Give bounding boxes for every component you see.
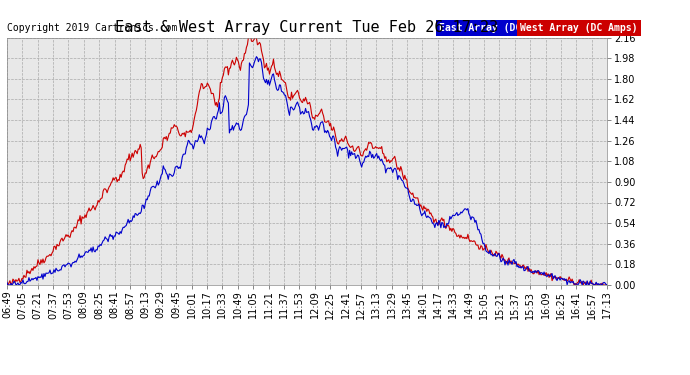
Text: West Array (DC Amps): West Array (DC Amps) [520, 23, 638, 33]
Text: East Array (DC Amps): East Array (DC Amps) [439, 23, 557, 33]
Title: East & West Array Current Tue Feb 26 17:23: East & West Array Current Tue Feb 26 17:… [115, 20, 499, 35]
Text: Copyright 2019 Cartronics.com: Copyright 2019 Cartronics.com [7, 22, 177, 33]
